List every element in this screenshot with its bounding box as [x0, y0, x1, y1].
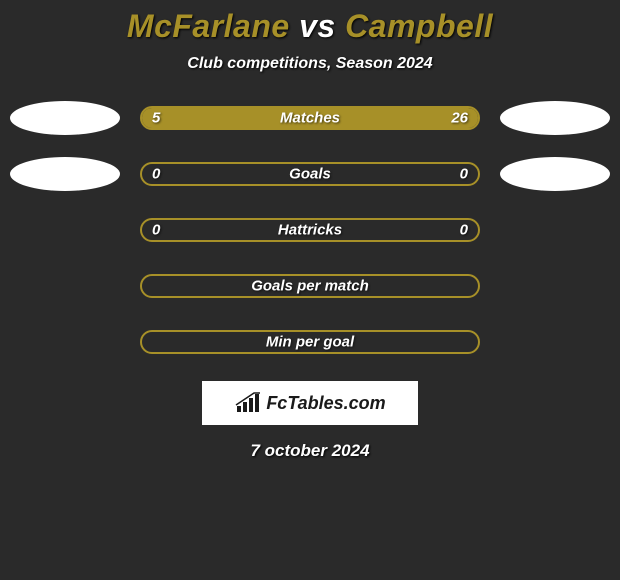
- stat-bar: 0 Goals 0: [140, 162, 480, 186]
- stat-row: 5 Matches 26: [0, 101, 620, 135]
- stat-value-left: 5: [152, 110, 160, 127]
- stat-bar: Goals per match: [140, 274, 480, 298]
- brand-box: FcTables.com: [202, 381, 418, 425]
- stat-value-left: 0: [152, 222, 160, 239]
- stat-row: Min per goal: [0, 325, 620, 359]
- stat-label: Matches: [280, 110, 340, 127]
- fill-left: [142, 108, 196, 128]
- comparison-infographic: McFarlane vs Campbell Club competitions,…: [0, 0, 620, 580]
- player2-oval: [500, 101, 610, 135]
- stat-bar: 5 Matches 26: [140, 106, 480, 130]
- vs-separator: vs: [299, 8, 336, 44]
- brand-label: FcTables.com: [266, 393, 385, 414]
- date-label: 7 october 2024: [0, 441, 620, 461]
- subtitle: Club competitions, Season 2024: [0, 55, 620, 73]
- stat-row: Goals per match: [0, 269, 620, 303]
- stat-bar: Min per goal: [140, 330, 480, 354]
- stat-value-right: 26: [451, 110, 468, 127]
- bars-region: 5 Matches 26 0 Goals 0 0 Hattricks 0 Goals per ma…: [0, 101, 620, 359]
- player2-name: Campbell: [345, 8, 493, 44]
- player2-oval: [500, 157, 610, 191]
- stat-label: Goals per match: [251, 278, 369, 295]
- stat-label: Goals: [289, 166, 331, 183]
- brand-chart-icon: [234, 392, 262, 414]
- page-title: McFarlane vs Campbell: [0, 8, 620, 45]
- player1-name: McFarlane: [127, 8, 290, 44]
- stat-label: Hattricks: [278, 222, 342, 239]
- player1-oval: [10, 101, 120, 135]
- stat-row: 0 Hattricks 0: [0, 213, 620, 247]
- stat-row: 0 Goals 0: [0, 157, 620, 191]
- stat-bar: 0 Hattricks 0: [140, 218, 480, 242]
- stat-label: Min per goal: [266, 334, 354, 351]
- stat-value-right: 0: [460, 222, 468, 239]
- stat-value-left: 0: [152, 166, 160, 183]
- stat-value-right: 0: [460, 166, 468, 183]
- player1-oval: [10, 157, 120, 191]
